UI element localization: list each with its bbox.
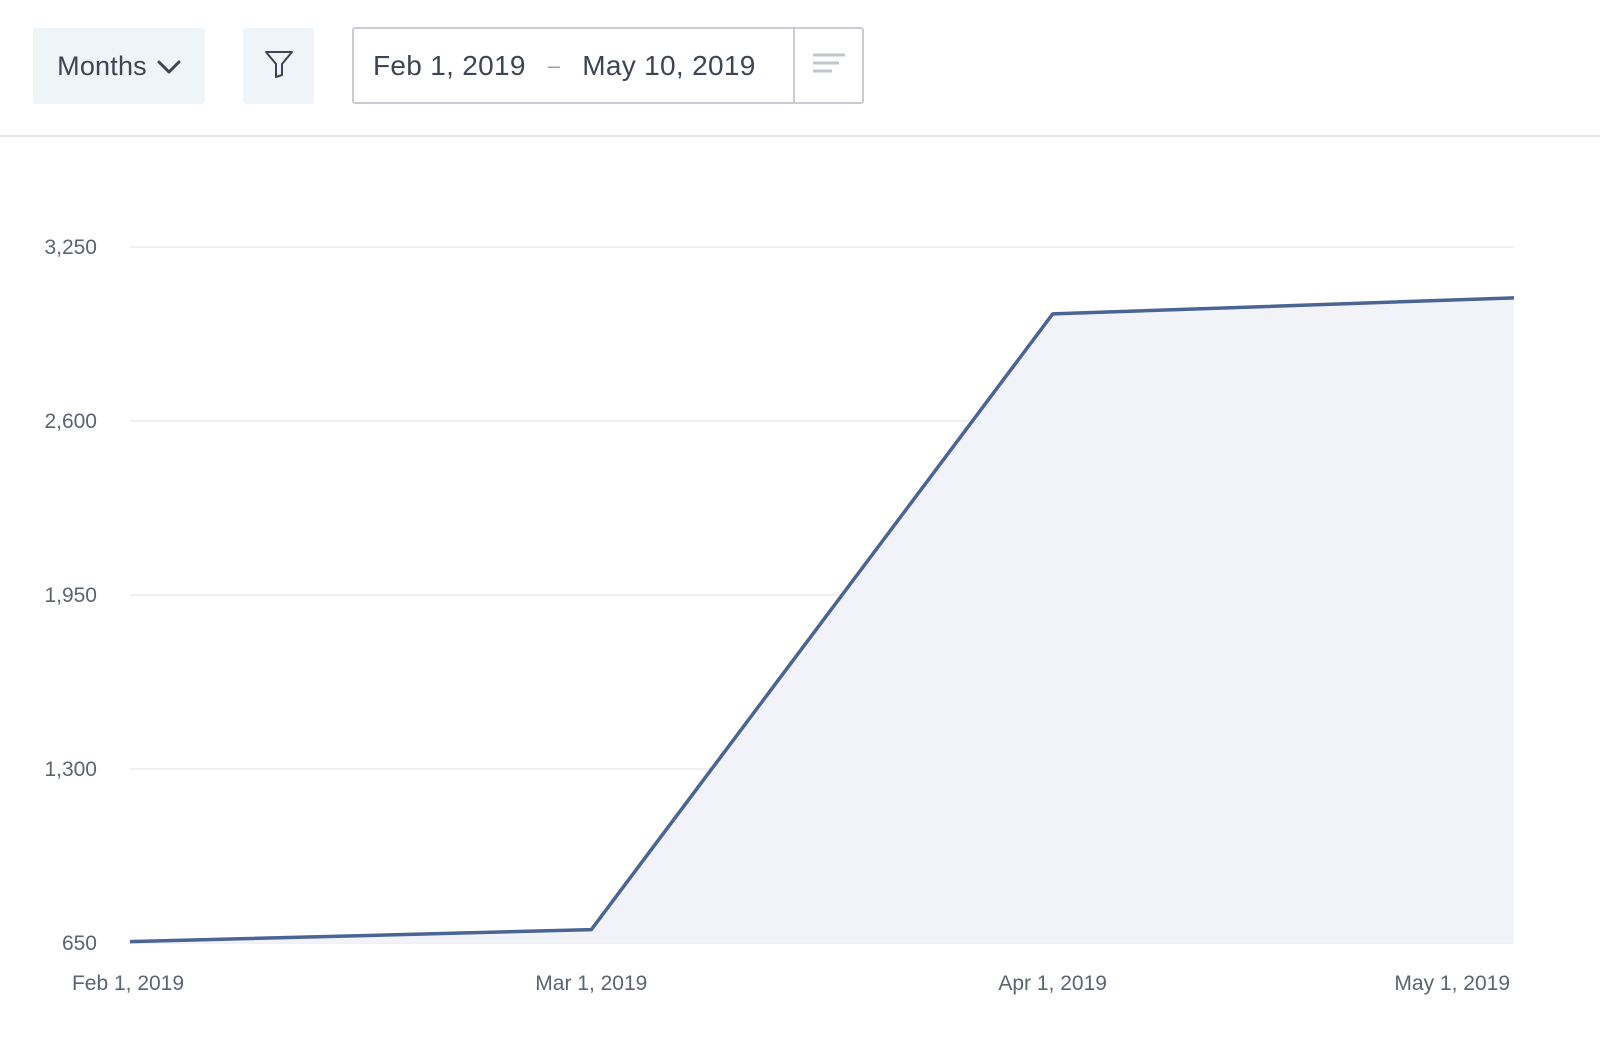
x-tick-label: Apr 1, 2019 (998, 972, 1107, 995)
y-tick-label: 1,950 (44, 584, 97, 607)
filter-button[interactable] (243, 28, 314, 104)
date-separator: – (547, 52, 561, 78)
date-range-picker[interactable]: Feb 1, 2019 – May 10, 2019 (352, 27, 864, 104)
granularity-label: Months (57, 50, 147, 81)
y-tick-label: 1,300 (44, 758, 97, 781)
date-menu-button[interactable] (793, 29, 862, 102)
area-fill (130, 297, 1514, 943)
line-chart: 650 1,300 1,950 2,600 3,250 Feb 1, 2019 Mar 1,… (44, 236, 1515, 995)
y-tick-label: 2,600 (44, 410, 97, 433)
chevron-down-icon (157, 59, 181, 75)
date-range-display[interactable]: Feb 1, 2019 – May 10, 2019 (354, 29, 793, 102)
menu-lines-icon (812, 52, 846, 79)
toolbar: Months Feb 1, 2019 – May 10, 2019 (0, 0, 1600, 137)
y-tick-label: 3,250 (44, 236, 97, 259)
x-tick-label: May 1, 2019 (1394, 972, 1510, 995)
date-end: May 10, 2019 (582, 49, 756, 81)
date-start: Feb 1, 2019 (373, 49, 526, 81)
x-tick-label: Feb 1, 2019 (72, 972, 184, 995)
granularity-dropdown[interactable]: Months (33, 28, 205, 104)
y-tick-label: 650 (62, 932, 97, 955)
filter-icon (264, 49, 294, 84)
x-tick-label: Mar 1, 2019 (535, 972, 647, 995)
chart-area: 650 1,300 1,950 2,600 3,250 Feb 1, 2019 Mar 1,… (0, 137, 1600, 1042)
series-line (129, 296, 1515, 944)
